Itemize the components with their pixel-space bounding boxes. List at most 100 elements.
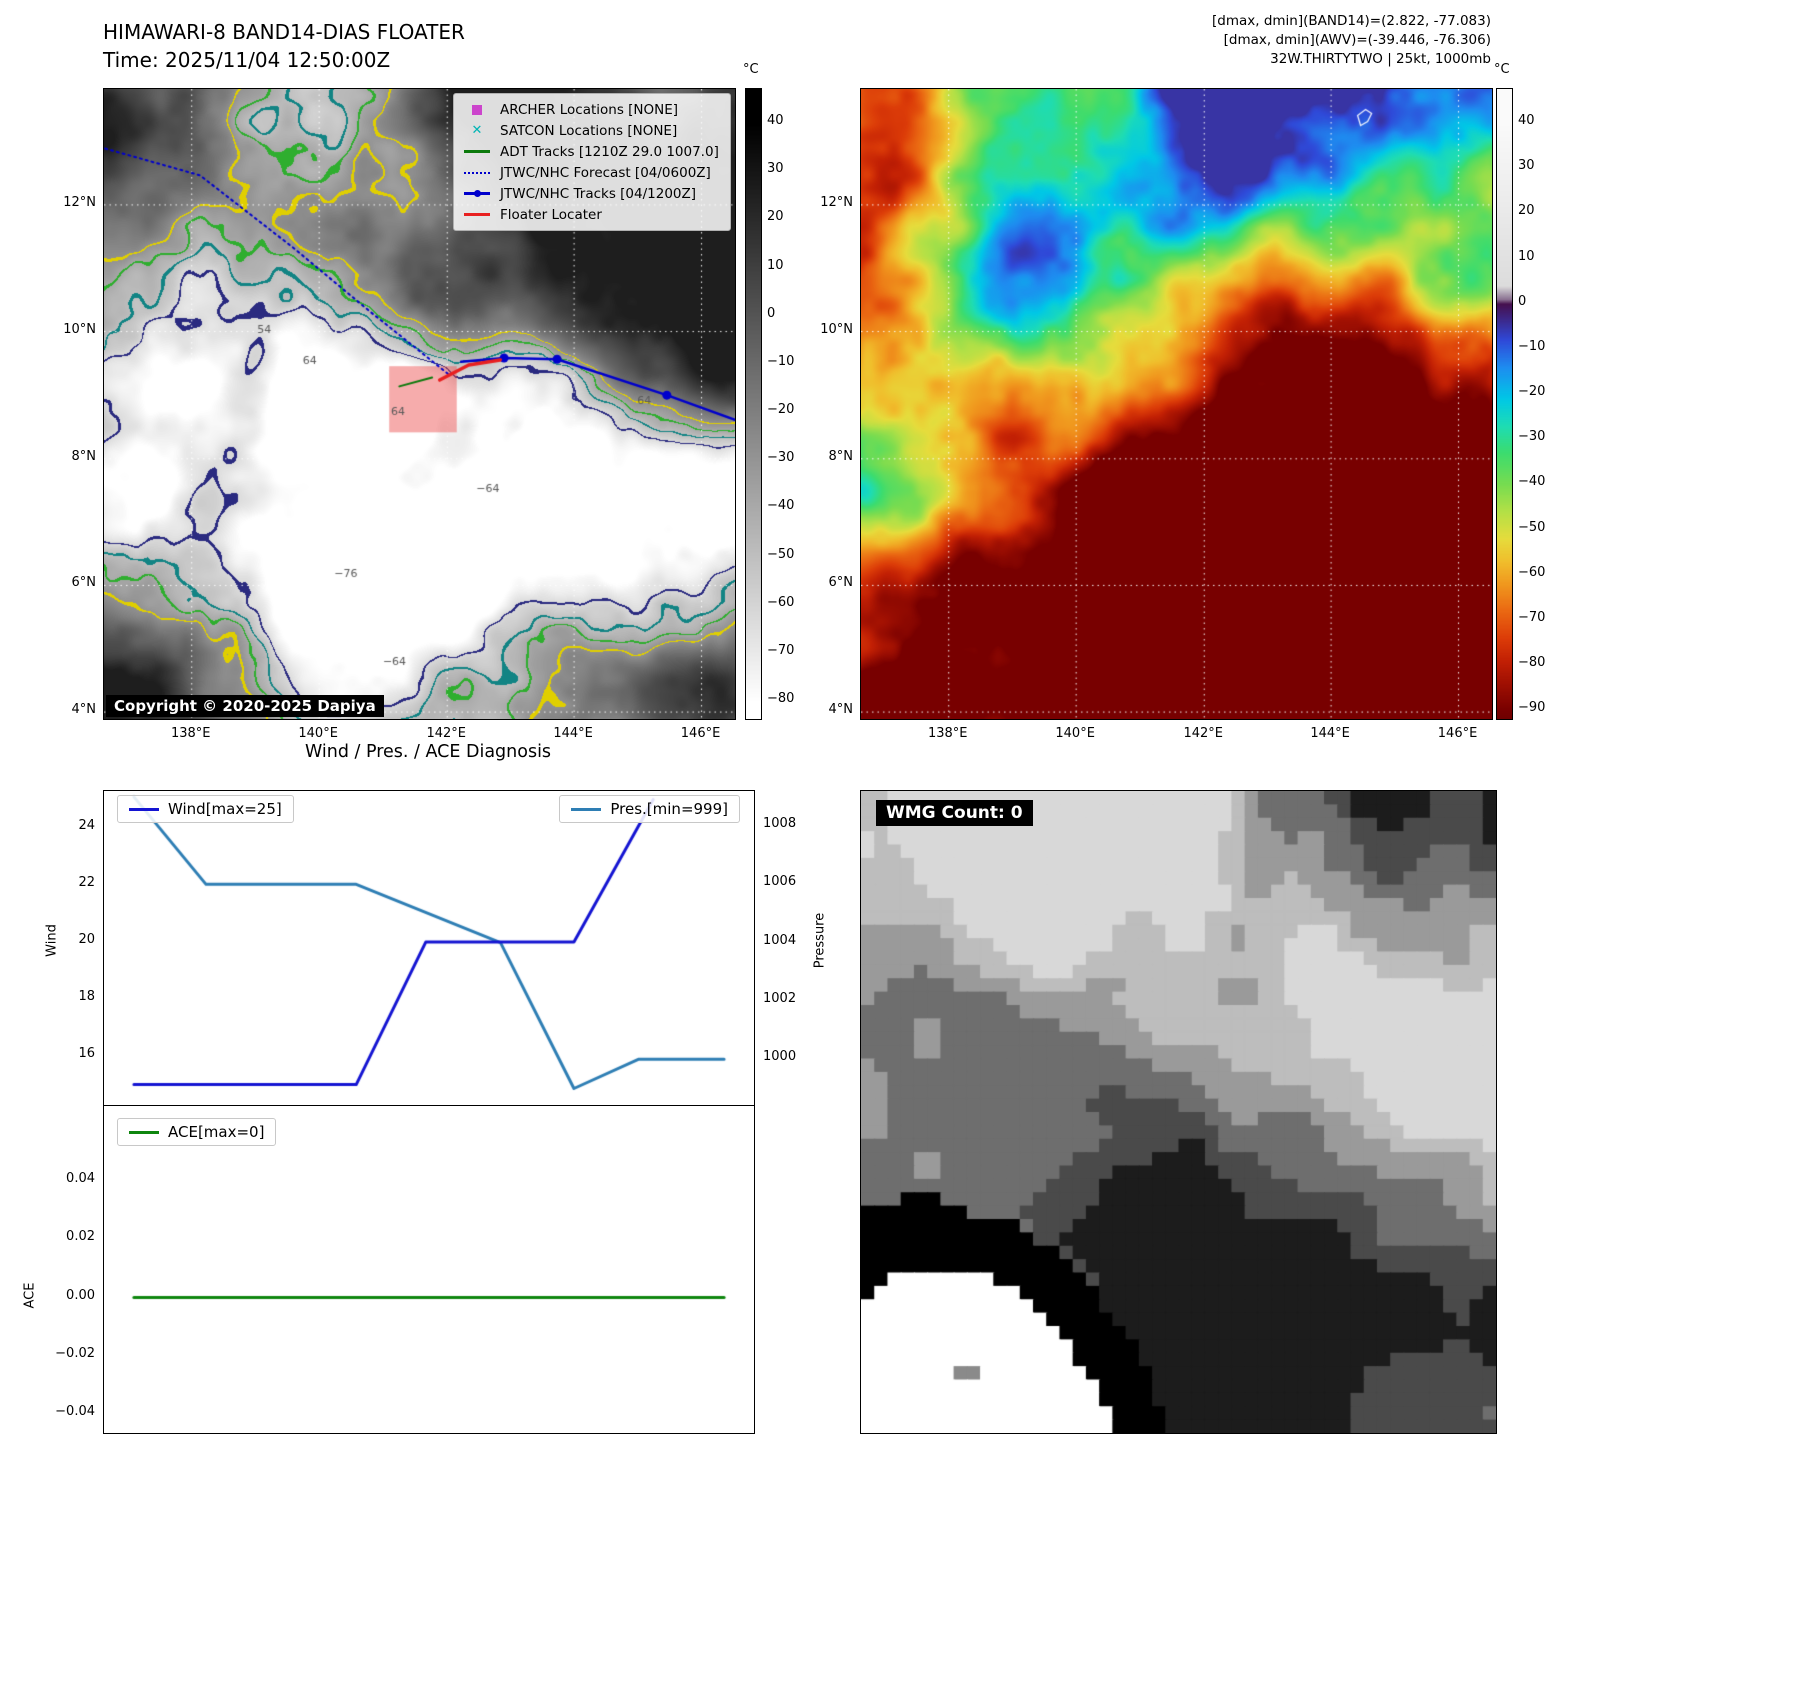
band14-legend-label: JTWC/NHC Forecast [04/0600Z] bbox=[500, 164, 711, 181]
pressure-legend-label: Pres.[min=999] bbox=[610, 800, 728, 818]
colorbar-tick-label: −20 bbox=[767, 402, 795, 418]
band14-legend-item: ARCHER Locations [NONE] bbox=[462, 99, 722, 120]
colorbar-tick-label: −80 bbox=[1518, 655, 1546, 671]
lat-tick-label: 10°N bbox=[820, 321, 853, 337]
band14-legend-item: Floater Locater bbox=[462, 204, 722, 225]
square-marker-icon bbox=[462, 104, 492, 115]
colorbar-tick-label: 20 bbox=[767, 209, 784, 225]
colorbar-tick-label: −90 bbox=[1518, 700, 1546, 716]
line-marker-icon bbox=[462, 213, 492, 216]
colorbar-tick-label: −30 bbox=[1518, 429, 1546, 445]
colorbar-unit: °C bbox=[743, 62, 759, 77]
band14-legend-label: ARCHER Locations [NONE] bbox=[500, 101, 679, 118]
ace-tick-label: 0.00 bbox=[66, 1287, 95, 1303]
wmg-canvas bbox=[861, 791, 1496, 1433]
colorbar-tick-label: 10 bbox=[767, 257, 784, 273]
pressure-legend: Pres.[min=999] bbox=[559, 795, 740, 823]
lon-tick-label: 140°E bbox=[1055, 726, 1095, 741]
colorbar-tick-label: −50 bbox=[767, 546, 795, 562]
wind-tick-label: 22 bbox=[78, 875, 95, 891]
line-marker-marker-icon bbox=[462, 189, 492, 198]
lat-tick-label: 4°N bbox=[828, 702, 854, 718]
band14-legend-label: ADT Tracks [1210Z 29.0 1007.0] bbox=[500, 143, 719, 160]
ace-axis-label: ACE bbox=[22, 1282, 38, 1309]
dmax-dmin-awv-label: [dmax, dmin](AWV)=(-39.446, -76.306) bbox=[1223, 32, 1491, 48]
band14-colorbar bbox=[745, 88, 762, 720]
wind-line-sample-icon bbox=[129, 807, 159, 811]
colorbar-tick-label: 10 bbox=[1518, 248, 1535, 264]
colorbar-tick-label: 0 bbox=[767, 305, 776, 321]
wind-tick-label: 24 bbox=[78, 818, 95, 834]
colorbar-unit: °C bbox=[1494, 62, 1510, 77]
dmax-dmin-band14-label: [dmax, dmin](BAND14)=(2.822, -77.083) bbox=[1211, 13, 1491, 29]
lat-tick-label: 12°N bbox=[63, 194, 96, 210]
line-marker-icon bbox=[462, 150, 492, 153]
lon-tick-label: 142°E bbox=[426, 726, 467, 741]
lat-tick-label: 8°N bbox=[828, 448, 854, 464]
pressure-line-sample-icon bbox=[571, 807, 602, 811]
wind-pressure-chart bbox=[103, 790, 755, 1107]
wind-tick-label: 18 bbox=[78, 989, 95, 1005]
ace-tick-label: 0.02 bbox=[66, 1229, 95, 1245]
band14-legend-item: JTWC/NHC Tracks [04/1200Z] bbox=[462, 183, 722, 204]
ace-line-sample-icon bbox=[129, 1130, 159, 1134]
band14-legend-label: JTWC/NHC Tracks [04/1200Z] bbox=[500, 185, 697, 202]
wmg-map: WMG Count: 0 bbox=[860, 790, 1497, 1434]
x-marker-icon: ✕ bbox=[471, 123, 483, 138]
colorbar-tick-label: 40 bbox=[1518, 113, 1535, 128]
lon-tick-label: 138°E bbox=[927, 726, 968, 741]
pressure-tick-label: 1004 bbox=[763, 932, 797, 948]
colorbar-tick-label: 20 bbox=[1518, 203, 1535, 219]
band14-map-legend: ARCHER Locations [NONE] ✕ SATCON Locations… bbox=[453, 93, 731, 231]
colorbar-tick-label: −10 bbox=[767, 353, 795, 369]
ace-tick-label: −0.02 bbox=[55, 1345, 95, 1361]
colorbar-tick-label: −40 bbox=[767, 498, 795, 514]
awv-colorbar bbox=[1496, 88, 1513, 720]
colorbar-tick-label: −70 bbox=[767, 642, 795, 658]
colorbar-tick-label: −30 bbox=[767, 450, 795, 466]
pressure-axis-label: Pressure bbox=[812, 912, 828, 969]
colorbar-tick-label: −60 bbox=[767, 594, 795, 610]
ace-chart bbox=[103, 1105, 755, 1434]
band14-legend-item: ✕ SATCON Locations [NONE] bbox=[462, 120, 722, 141]
colorbar-tick-label: −70 bbox=[1518, 609, 1546, 625]
colorbar-tick-label: −80 bbox=[767, 691, 795, 707]
colorbar-tick-label: −40 bbox=[1518, 474, 1546, 490]
lon-tick-label: 144°E bbox=[1310, 726, 1350, 741]
ace-legend: ACE[max=0] bbox=[117, 1118, 277, 1146]
lon-tick-label: 142°E bbox=[1183, 726, 1224, 741]
pressure-tick-label: 1000 bbox=[763, 1049, 797, 1065]
copyright-badge: Copyright © 2020-2025 Dapiya bbox=[106, 695, 384, 717]
band14-title: HIMAWARI-8 BAND14-DIAS FLOATER bbox=[103, 20, 465, 44]
band14-legend-item: JTWC/NHC Forecast [04/0600Z] bbox=[462, 162, 722, 183]
colorbar-tick-label: −50 bbox=[1518, 519, 1546, 535]
storm-id-label: 32W.THIRTYTWO | 25kt, 1000mb bbox=[1270, 51, 1491, 67]
lat-tick-label: 4°N bbox=[71, 702, 97, 718]
diagnosis-title: Wind / Pres. / ACE Diagnosis bbox=[304, 742, 552, 762]
lat-tick-label: 6°N bbox=[71, 575, 97, 591]
wind-tick-label: 16 bbox=[78, 1046, 95, 1062]
lon-tick-label: 146°E bbox=[1437, 726, 1478, 741]
wmg-count-label: WMG Count: 0 bbox=[876, 800, 1033, 826]
lon-tick-label: 146°E bbox=[680, 726, 721, 741]
colorbar-tick-label: −60 bbox=[1518, 564, 1546, 580]
band14-legend-item: ADT Tracks [1210Z 29.0 1007.0] bbox=[462, 141, 722, 162]
lon-tick-label: 140°E bbox=[298, 726, 338, 741]
colorbar-tick-label: 40 bbox=[767, 113, 784, 128]
lat-tick-label: 10°N bbox=[63, 321, 96, 337]
awv-satellite-canvas bbox=[861, 89, 1492, 719]
colorbar-tick-label: −20 bbox=[1518, 384, 1546, 400]
wind-legend: Wind[max=25] bbox=[117, 795, 294, 823]
awv-header: [dmax, dmin](BAND14)=(2.822, -77.083) [d… bbox=[1212, 12, 1491, 69]
band14-time-label: Time: 2025/11/04 12:50:00Z bbox=[103, 48, 391, 72]
ace-legend-label: ACE[max=0] bbox=[168, 1123, 265, 1141]
awv-map bbox=[860, 88, 1493, 720]
lat-tick-label: 12°N bbox=[820, 194, 853, 210]
colorbar-tick-label: 0 bbox=[1518, 293, 1527, 309]
lat-tick-label: 8°N bbox=[71, 448, 97, 464]
pressure-tick-label: 1006 bbox=[763, 874, 797, 890]
pressure-tick-label: 1008 bbox=[763, 816, 797, 831]
lat-tick-label: 6°N bbox=[828, 575, 854, 591]
ace-tick-label: 0.04 bbox=[66, 1171, 95, 1187]
band14-legend-label: Floater Locater bbox=[500, 206, 602, 223]
